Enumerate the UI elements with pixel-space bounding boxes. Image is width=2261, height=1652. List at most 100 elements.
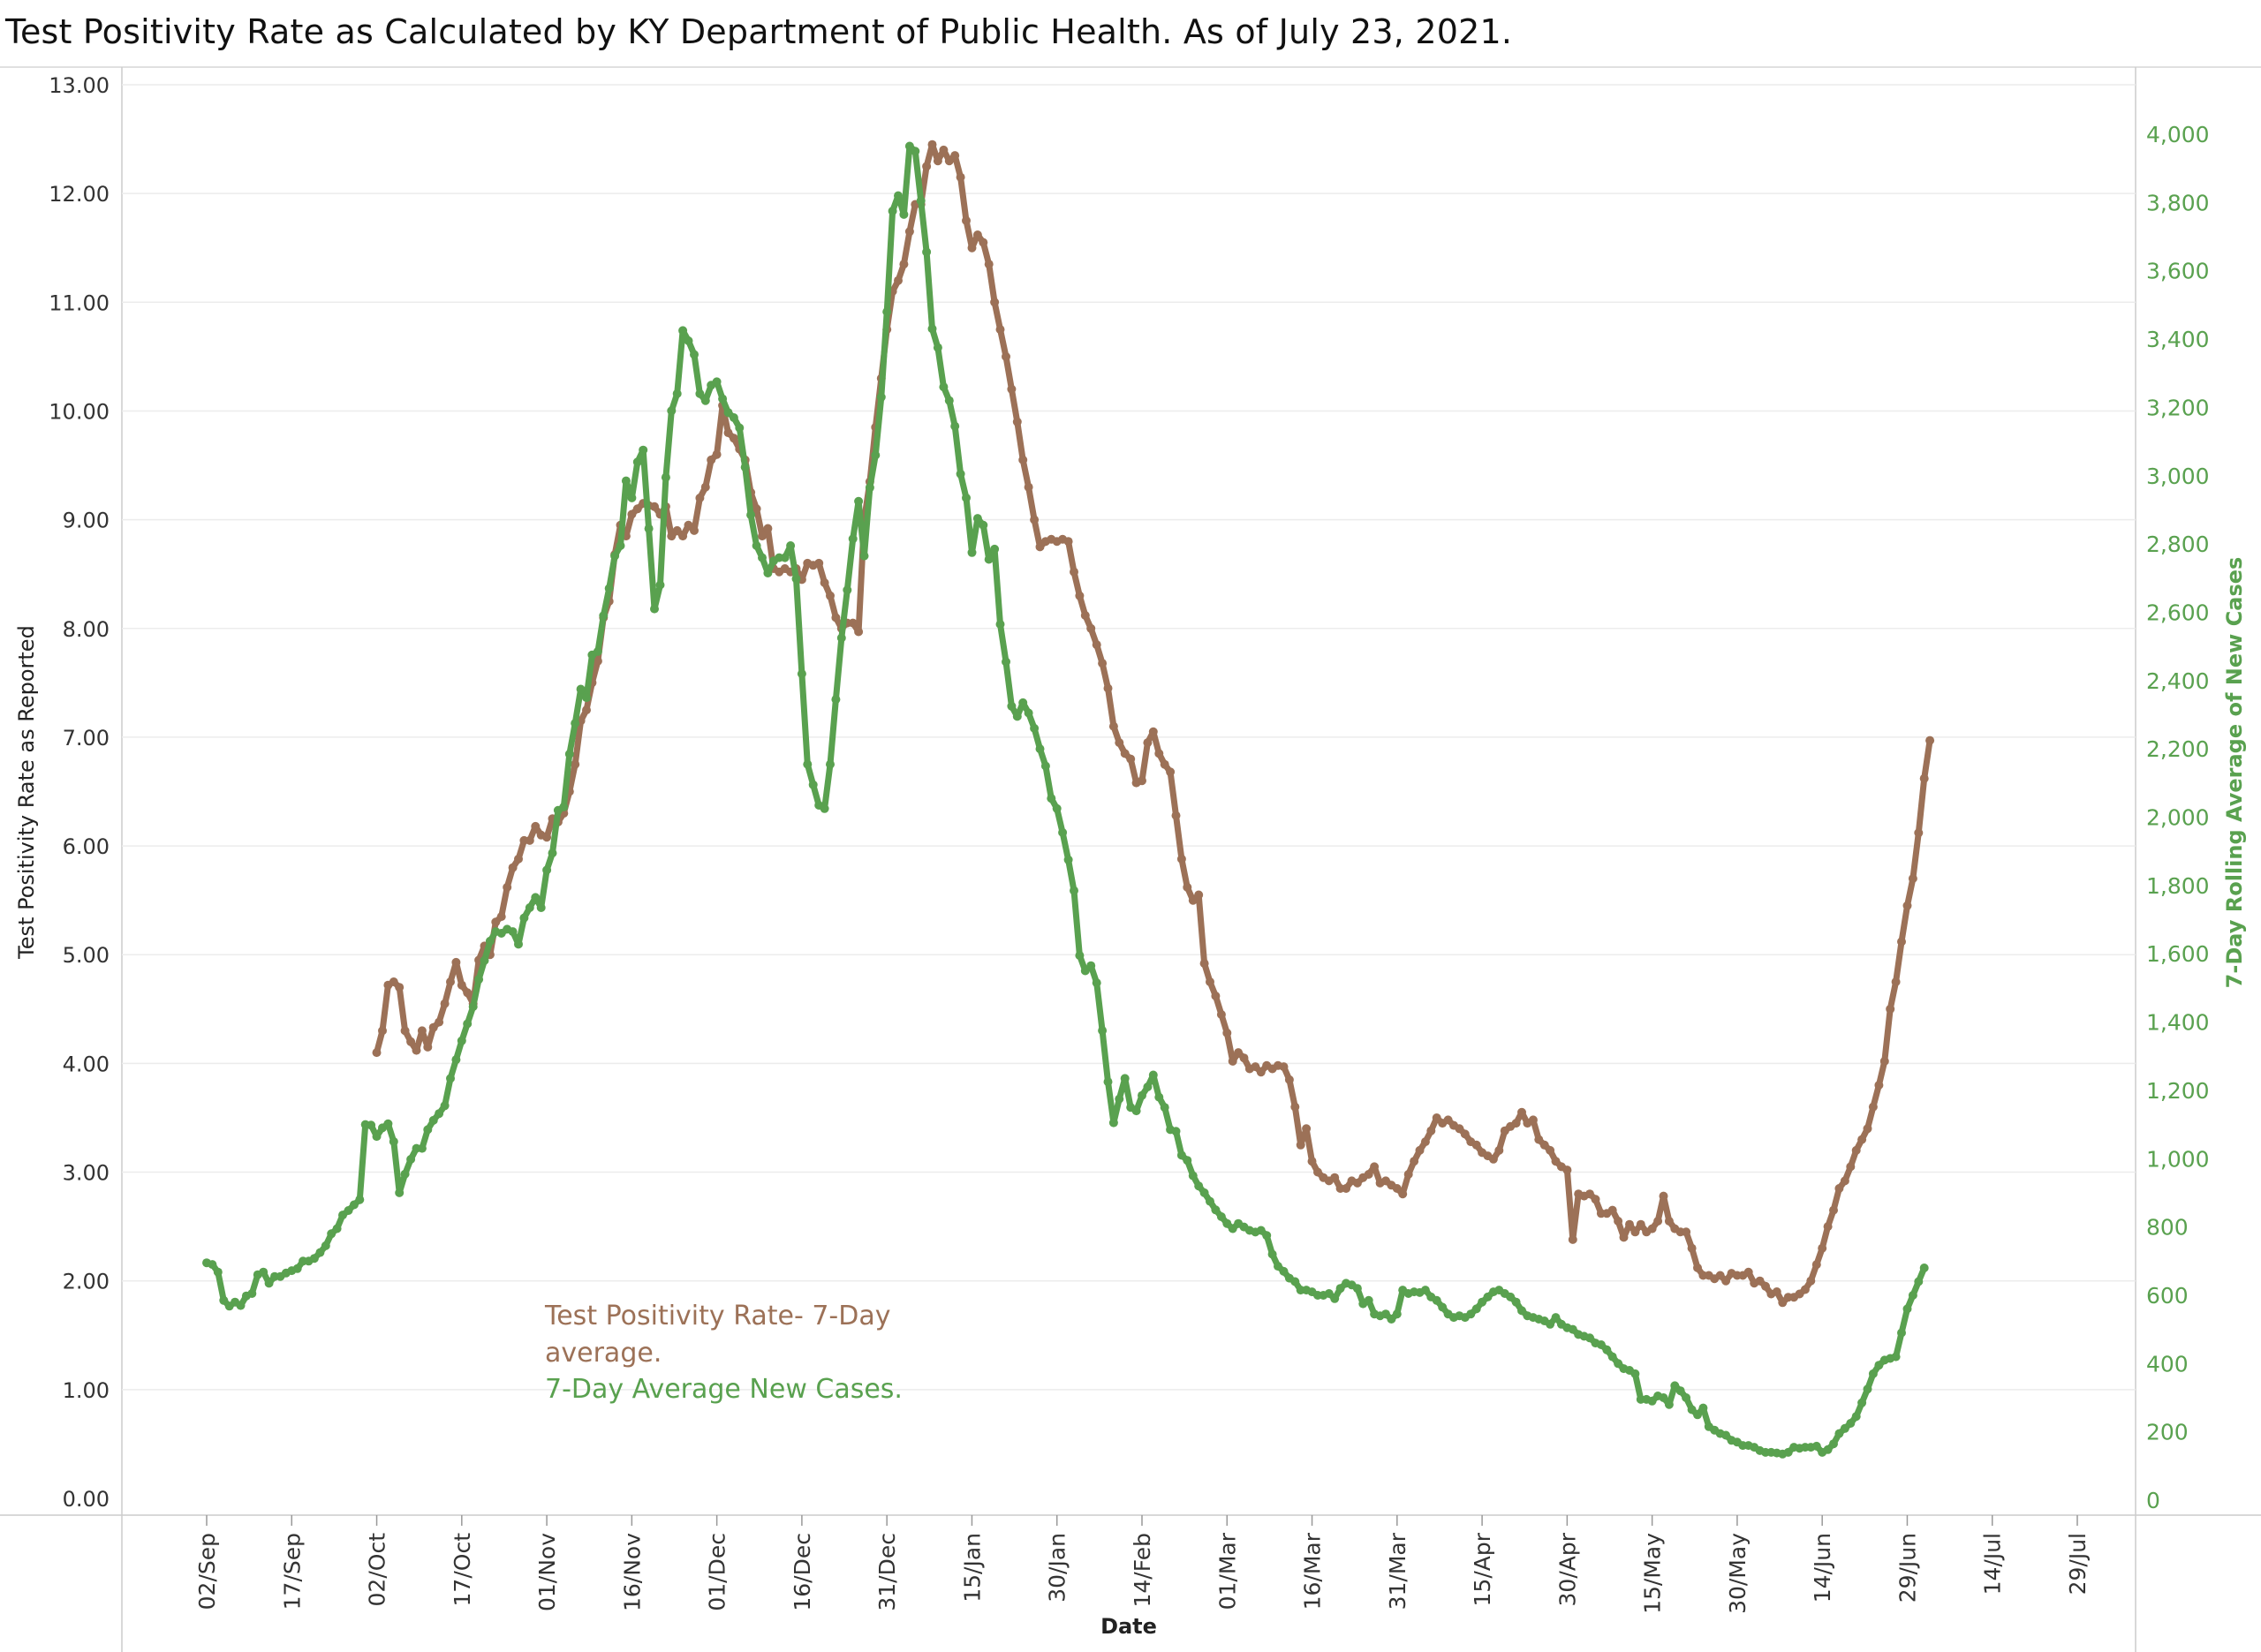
positivity-point (1868, 1102, 1878, 1112)
cases-point (729, 413, 738, 422)
positivity-point (1352, 1178, 1362, 1188)
cases-point (1335, 1284, 1345, 1294)
positivity-point (1891, 977, 1901, 986)
positivity-point (412, 1045, 421, 1055)
cases-point (1851, 1412, 1861, 1422)
cases-point (1897, 1328, 1906, 1338)
cases-point (236, 1301, 246, 1310)
cases-point (1471, 1304, 1481, 1314)
cases-point (423, 1125, 433, 1135)
positivity-point (1030, 515, 1040, 524)
positivity-point (752, 504, 761, 514)
positivity-point (1234, 1048, 1244, 1058)
cases-point (208, 1260, 217, 1270)
positivity-point (1925, 735, 1935, 745)
positivity-point (1302, 1124, 1312, 1134)
cases-point (1381, 1309, 1390, 1319)
cases-point (1811, 1441, 1821, 1451)
cases-point (899, 209, 909, 219)
cases-point (1659, 1393, 1668, 1402)
cases-point (911, 147, 920, 156)
x-tick-label: 01/Nov (534, 1533, 560, 1611)
positivity-point (1528, 1115, 1538, 1125)
positivity-point (1284, 1075, 1294, 1084)
cases-point (1222, 1218, 1232, 1228)
cases-point (661, 472, 670, 482)
cases-point (871, 450, 881, 460)
cases-point (803, 759, 813, 769)
positivity-point (1251, 1062, 1260, 1072)
chart-title: Test Positivity Rate as Calculated by KY… (5, 12, 1513, 51)
positivity-point (667, 532, 677, 541)
cases-point (718, 394, 728, 404)
x-tick-label: 14/Jun (1810, 1533, 1835, 1603)
positivity-point (1630, 1227, 1640, 1237)
positivity-point (950, 151, 960, 161)
positivity-point (1194, 890, 1204, 900)
cases-point (332, 1224, 342, 1233)
cases-point (627, 493, 637, 502)
cases-point (944, 396, 954, 405)
positivity-point (1075, 591, 1085, 600)
positivity-point (1546, 1145, 1555, 1155)
positivity-point (1755, 1276, 1765, 1286)
positivity-point (1653, 1217, 1663, 1226)
cases-point (1387, 1315, 1396, 1324)
left-tick-label: 7.00 (63, 726, 110, 751)
cases-point (599, 611, 609, 621)
positivity-point (1115, 738, 1124, 748)
cases-point (752, 541, 761, 550)
positivity-point (984, 260, 994, 269)
annotation-positivity-line1: Test Positivity Rate- 7-Day (544, 1301, 891, 1331)
positivity-point (1914, 828, 1924, 838)
positivity-point (1307, 1157, 1317, 1166)
cases-point (1330, 1294, 1340, 1303)
cases-point (820, 803, 829, 813)
cases-point (1052, 803, 1062, 813)
positivity-point (814, 558, 824, 568)
positivity-point (820, 578, 829, 587)
cases-point (1823, 1445, 1833, 1454)
cases-point (616, 541, 625, 550)
cases-point (593, 646, 602, 656)
positivity-point (1035, 542, 1045, 552)
positivity-point (417, 1026, 427, 1036)
cases-point (791, 574, 801, 584)
positivity-point (1199, 959, 1209, 969)
positivity-point (1511, 1119, 1521, 1128)
cases-point (1682, 1393, 1691, 1402)
positivity-point (1517, 1107, 1526, 1117)
cases-point (1154, 1092, 1164, 1102)
positivity-point (922, 162, 932, 171)
positivity-point (1296, 1140, 1305, 1150)
cases-point (916, 196, 926, 206)
positivity-point (1410, 1157, 1419, 1166)
positivity-point (1098, 659, 1108, 668)
cases-point (435, 1109, 444, 1119)
x-tick-label: 02/Oct (365, 1533, 390, 1607)
positivity-point (1080, 611, 1090, 620)
positivity-point (1829, 1205, 1838, 1215)
x-tick-label: 16/Nov (619, 1533, 645, 1611)
left-tick-label: 1.00 (63, 1378, 110, 1403)
positivity-point (1857, 1135, 1867, 1144)
positivity-point (758, 532, 767, 541)
positivity-point (1902, 901, 1912, 910)
cases-point (1075, 951, 1085, 961)
cases-point (1103, 1077, 1113, 1087)
cases-point (836, 633, 846, 643)
left-tick-label: 13.00 (49, 73, 110, 98)
cases-point (559, 802, 569, 811)
cases-point (859, 551, 869, 561)
positivity-point (1471, 1140, 1481, 1150)
series-layer (202, 140, 1935, 1459)
cases-point (1176, 1150, 1186, 1160)
right-tick-label: 1,400 (2146, 1010, 2210, 1036)
positivity-point (457, 980, 466, 990)
cases-point (468, 1002, 478, 1012)
cases-point (1783, 1447, 1793, 1457)
positivity-point (1585, 1189, 1594, 1199)
cases-point (1506, 1292, 1516, 1301)
positivity-point (1160, 759, 1169, 769)
cases-point (1007, 701, 1017, 711)
